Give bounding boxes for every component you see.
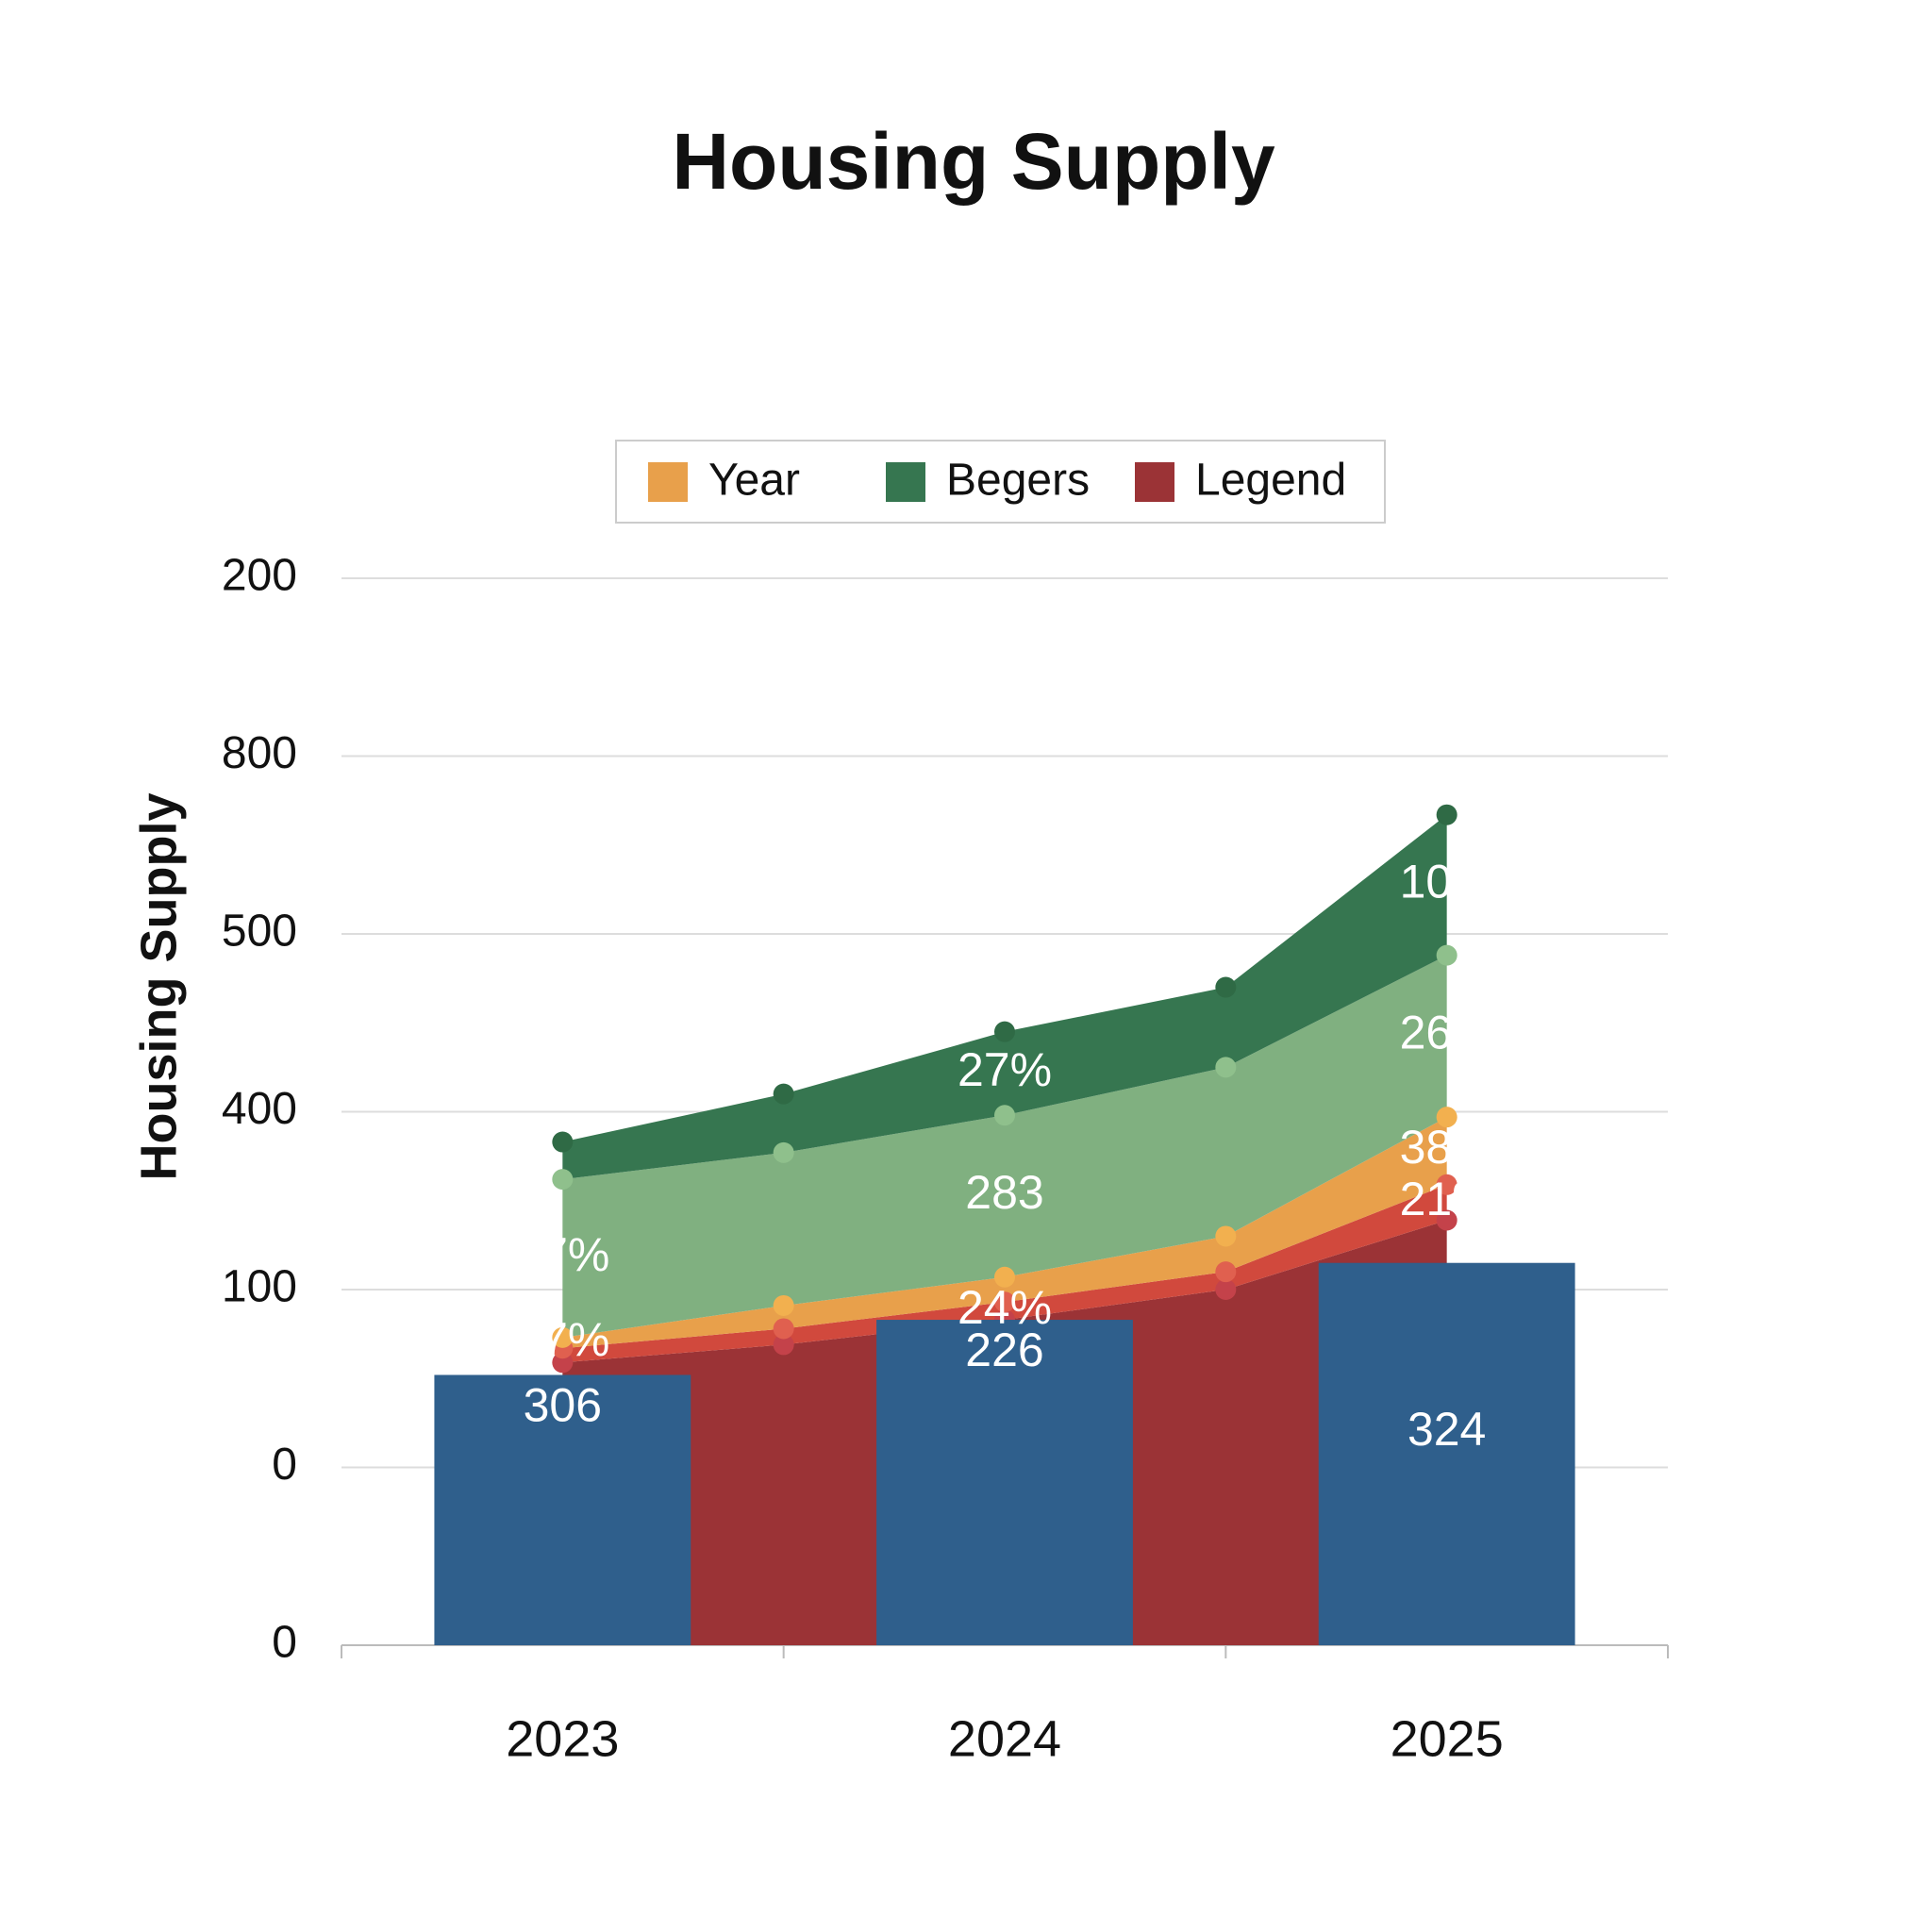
area-dot [552,1326,574,1348]
legend-label: Year [708,456,800,506]
legend-box [615,440,1386,524]
x-tick-label: 2023 [506,1710,619,1767]
data-label: 10% [1400,855,1494,908]
area-dot [773,1083,794,1105]
area-dot [552,1169,574,1191]
area-dot [1215,1279,1237,1300]
bar [434,1374,691,1645]
area-dot [773,1294,794,1316]
legend-swatch [1135,462,1174,502]
chart-title: Housing Supply [672,117,1275,206]
area-dot [773,1318,794,1340]
data-label: 27% [515,1313,609,1366]
x-tick-label: 2025 [1391,1710,1504,1767]
area-dot [1436,1209,1457,1231]
data-label: 306 [524,1379,602,1432]
area-dot [1436,944,1457,966]
area-dot [994,1266,1015,1288]
area-dot [1215,1261,1237,1283]
legend-swatch [886,462,925,502]
y-axis-label: Housing Supply [130,793,187,1181]
y-tick-label: 0 [272,1440,297,1490]
area-dot [1436,1107,1457,1128]
area [562,1184,1447,1363]
area-dot [773,1334,794,1356]
data-label: 21% [1400,1173,1494,1225]
data-label: 24% [958,1281,1052,1334]
area-dot [1215,976,1237,998]
area-dot [1436,1174,1457,1195]
area-dot [773,1141,794,1163]
y-tick-label: 200 [222,551,297,601]
data-label: 17% [515,1228,609,1281]
area-dot [1215,1225,1237,1247]
y-tick-label: 400 [222,1084,297,1134]
bar [876,1320,1133,1645]
data-label: 283 [965,1166,1043,1219]
legend-label: Legend [1195,456,1346,506]
data-label: 38% [1400,1121,1494,1174]
area [562,955,1447,1338]
x-tick-label: 2024 [948,1710,1061,1767]
legend-label: Begers [946,456,1090,506]
area-dot [1436,804,1457,825]
area-dot [994,1291,1015,1313]
area-dot [552,1352,574,1374]
area-dot [994,1021,1015,1042]
area-dot [994,1105,1015,1126]
legend-swatch [648,462,688,502]
bar [1318,1262,1575,1645]
area-dot [1215,1057,1237,1078]
data-label: 27% [958,1043,1052,1096]
y-tick-label: 0 [272,1618,297,1668]
data-label: 226 [965,1324,1043,1376]
data-label: 26% [1400,1007,1494,1059]
data-label: 324 [1407,1403,1486,1456]
area-dot [552,1131,574,1153]
y-tick-label: 500 [222,907,297,957]
y-tick-label: 800 [222,728,297,778]
y-tick-label: 100 [222,1262,297,1312]
